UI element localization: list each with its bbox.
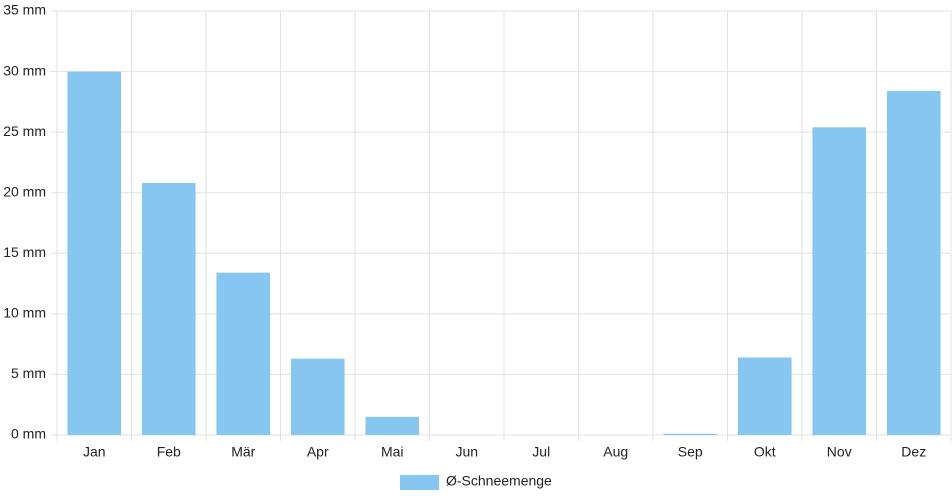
bar	[812, 127, 867, 435]
x-tick-label: Nov	[827, 444, 852, 460]
y-tick-label: 35 mm	[3, 2, 46, 18]
x-tick-label: Aug	[603, 444, 628, 460]
y-tick-label: 5 mm	[11, 365, 46, 381]
y-tick-label: 15 mm	[3, 244, 46, 260]
bar	[141, 183, 196, 435]
x-tick-label: Jul	[532, 444, 550, 460]
bar	[663, 433, 718, 435]
y-tick-label: 20 mm	[3, 183, 46, 199]
y-tick-label: 10 mm	[3, 305, 46, 321]
y-tick-label: 25 mm	[3, 123, 46, 139]
x-tick-label: Jan	[83, 444, 106, 460]
x-tick-label: Dez	[901, 444, 926, 460]
x-tick-label: Feb	[157, 444, 181, 460]
x-tick-label: Sep	[678, 444, 703, 460]
bar	[67, 71, 122, 436]
legend-swatch	[400, 475, 439, 490]
bar	[737, 357, 792, 435]
bar	[365, 416, 420, 435]
legend-label: Ø-Schneemenge	[446, 473, 552, 489]
bar	[290, 358, 345, 435]
bar	[886, 90, 941, 435]
y-tick-label: 30 mm	[3, 62, 46, 78]
x-tick-label: Apr	[307, 444, 329, 460]
bar	[216, 272, 271, 435]
y-tick-label: 0 mm	[11, 426, 46, 442]
x-tick-label: Okt	[754, 444, 776, 460]
x-tick-label: Jun	[455, 444, 478, 460]
x-tick-label: Mär	[231, 444, 255, 460]
x-tick-label: Mai	[381, 444, 404, 460]
